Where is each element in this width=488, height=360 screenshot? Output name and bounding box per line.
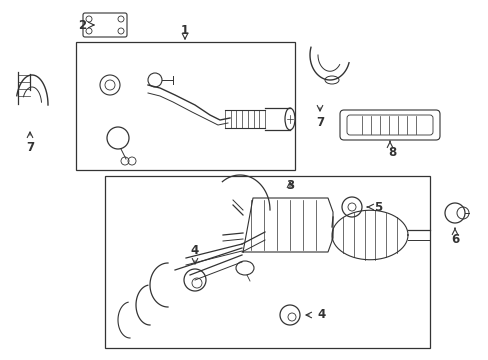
Text: 6: 6 [450,233,458,246]
Bar [76,42,294,170]
Text: 7: 7 [315,116,324,129]
Text: 5: 5 [373,201,381,213]
Text: 8: 8 [387,145,395,158]
Bar [105,176,429,348]
Text: 4: 4 [190,243,199,257]
Text: 3: 3 [285,179,293,192]
Text: 7: 7 [26,140,34,153]
Text: 1: 1 [181,23,189,36]
Text: 2: 2 [78,18,86,32]
Text: 4: 4 [317,309,325,321]
